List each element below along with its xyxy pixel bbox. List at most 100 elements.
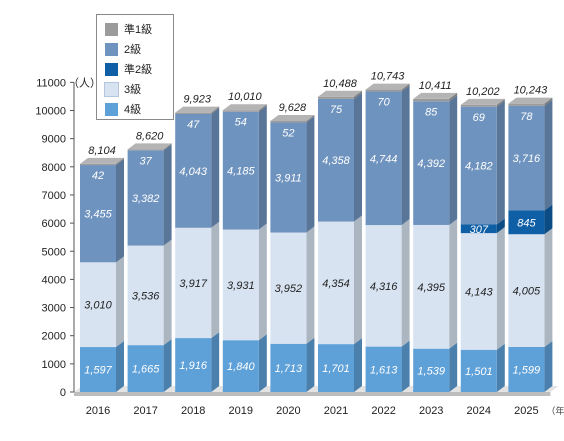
legend-item-4kyu: 4級 — [105, 101, 141, 117]
bar-side-face — [496, 98, 505, 107]
bar-side-face — [116, 157, 124, 166]
bar-value-label: 3,536 — [132, 290, 160, 302]
bar-side-face — [401, 85, 410, 226]
bar-value-label: 1,701 — [322, 363, 350, 375]
bar-side-face — [496, 343, 505, 392]
bar-value-label: 3,716 — [513, 153, 541, 165]
y-tick-label: 9000 — [42, 134, 66, 146]
bar-value-label: 1,501 — [465, 366, 493, 378]
bar-side-face — [258, 223, 267, 341]
bar-side-face — [306, 337, 315, 392]
bar-value-label: 4,005 — [513, 286, 541, 298]
bar-side-face — [354, 338, 362, 392]
legend-swatch — [105, 42, 118, 56]
legend-swatch — [105, 102, 118, 116]
bar-total-label: 8,620 — [136, 130, 164, 142]
bar-total-label: 10,010 — [228, 91, 263, 103]
bar-segment — [365, 91, 402, 226]
bar-side-face — [449, 218, 458, 349]
y-tick-label: 1000 — [42, 359, 66, 371]
bar-side-face — [401, 219, 410, 347]
legend-label: 3級 — [124, 84, 142, 96]
bar-top-face — [318, 90, 362, 97]
bar-side-face — [116, 256, 124, 348]
chart-legend: 準1級 2級 準2級 3級 4級 — [96, 14, 174, 120]
bar-segment — [175, 113, 212, 228]
bar-total-label: 10,743 — [371, 71, 406, 83]
bar-value-label: 3,917 — [179, 278, 207, 290]
bar-segment — [222, 340, 259, 392]
bar-segment — [365, 225, 402, 347]
bar-segment — [80, 347, 116, 392]
bar-segment — [460, 224, 497, 234]
bar-value-label: 52 — [282, 127, 294, 139]
x-tick-label: 2017 — [133, 405, 157, 417]
bar-segment — [222, 110, 259, 112]
bar-value-label: 3,010 — [84, 300, 112, 312]
bar-value-label: 1,539 — [417, 365, 445, 377]
legend-item-3kyu: 3級 — [104, 81, 142, 97]
bar-side-face — [163, 143, 172, 151]
bar-value-label: 4,185 — [227, 166, 255, 178]
bar-segment — [175, 112, 212, 114]
bar-total-label: 10,202 — [466, 86, 500, 98]
bar-value-label: 1,840 — [227, 361, 255, 373]
bar-value-label: 1,713 — [275, 363, 303, 375]
bar-value-label: 69 — [473, 112, 485, 124]
bar-segment — [318, 221, 354, 345]
legend-label: 準2級 — [124, 64, 153, 76]
legend-label: 準1級 — [124, 24, 153, 36]
bar-segment — [175, 227, 212, 339]
bar-top-face — [413, 92, 458, 99]
bar-top-face — [460, 98, 505, 105]
y-tick-label: 5000 — [42, 246, 66, 258]
legend-label: 2級 — [124, 44, 142, 56]
y-tick-label: 10000 — [35, 106, 66, 118]
legend-item-jun2kyu: 準2級 — [105, 61, 152, 77]
bar-side-face — [306, 116, 315, 233]
legend-swatch — [104, 81, 119, 97]
bar-value-label: 54 — [235, 117, 247, 129]
bar-side-face — [496, 218, 505, 234]
y-tick-label: 3000 — [42, 303, 66, 315]
bar-segment — [413, 98, 450, 102]
bar-value-label: 3,382 — [132, 193, 160, 205]
x-tick-label: 2020 — [276, 405, 300, 417]
legend-label: 4級 — [124, 104, 142, 116]
bar-value-label: 3,931 — [227, 280, 255, 292]
bar-segment — [270, 232, 307, 344]
bar-segment — [127, 149, 164, 151]
bar-value-label: 1,597 — [84, 365, 112, 377]
bar-value-label: 4,395 — [417, 282, 445, 294]
bar-value-label: 4,358 — [322, 155, 350, 167]
y-tick-label: 2000 — [42, 331, 66, 343]
bar-value-label: 37 — [139, 155, 152, 167]
bar-side-face — [116, 159, 124, 263]
legend-item-jun1kyu: 準1級 — [105, 21, 152, 37]
bar-segment — [175, 338, 212, 392]
y-tick-label: 11000 — [36, 77, 66, 89]
x-tick-label: 2023 — [419, 405, 443, 417]
bar-segment — [80, 262, 116, 348]
bar-side-face — [354, 90, 362, 99]
bar-side-face — [211, 221, 220, 339]
bar-side-face — [449, 342, 458, 392]
bar-value-label: 78 — [520, 111, 533, 123]
bar-side-face — [496, 100, 505, 225]
bar-side-face — [211, 106, 220, 114]
bar-segment — [365, 89, 402, 92]
bar-total-label: 10,488 — [323, 78, 358, 90]
y-tick-label: 0 — [60, 387, 66, 399]
bar-value-label: 3,952 — [275, 283, 303, 295]
bar-side-face — [258, 104, 267, 112]
bar-segment — [270, 343, 307, 392]
bar-segment — [460, 106, 497, 225]
bar-segment — [127, 345, 164, 392]
bar-total-label: 10,411 — [419, 80, 452, 92]
bar-segment — [270, 120, 307, 123]
bar-segment — [80, 165, 116, 263]
bar-side-face — [449, 92, 458, 102]
x-tick-label: 2018 — [181, 405, 205, 417]
bar-side-face — [544, 228, 553, 347]
bar-segment — [127, 150, 164, 246]
